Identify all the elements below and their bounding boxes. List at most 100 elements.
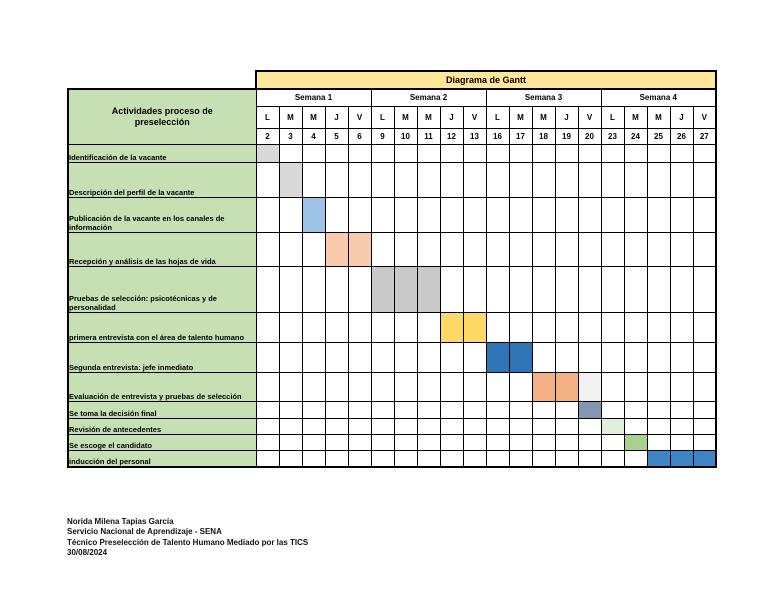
gantt-empty-cell: [416, 371, 441, 402]
day-date-cell: 13: [462, 127, 487, 145]
activity-row: primera entrevista con el área de talent…: [67, 311, 717, 343]
gantt-empty-cell: [393, 341, 418, 373]
gantt-empty-cell: [669, 231, 694, 267]
gantt-empty-cell: [600, 311, 625, 343]
gantt-empty-cell: [485, 371, 510, 402]
day-date-cell: 25: [646, 127, 671, 145]
gantt-empty-cell: [416, 417, 441, 435]
activity-label: Revisión de antecedentes: [67, 417, 257, 435]
gantt-empty-cell: [393, 231, 418, 267]
day-date-cell: 4: [301, 127, 326, 145]
gantt-empty-cell: [278, 231, 303, 267]
gantt-bar-cell: [577, 371, 602, 402]
gantt-empty-cell: [278, 311, 303, 343]
day-letter-cell: V: [347, 105, 372, 129]
gantt-empty-cell: [485, 161, 510, 198]
gantt-bar-cell: [439, 311, 464, 343]
gantt-empty-cell: [416, 400, 441, 419]
gantt-empty-cell: [370, 196, 395, 233]
gantt-empty-cell: [439, 265, 464, 313]
gantt-empty-cell: [692, 265, 717, 313]
gantt-empty-cell: [347, 143, 372, 163]
gantt-empty-cell: [531, 143, 556, 163]
gantt-empty-cell: [370, 417, 395, 435]
day-letter-cell: M: [623, 105, 648, 129]
footer-institution: Servicio Nacional de Aprendizaje - SENA: [67, 527, 222, 537]
gantt-empty-cell: [301, 371, 326, 402]
gantt-empty-cell: [554, 341, 579, 373]
day-date-cell: 12: [439, 127, 464, 145]
day-date-cell: 27: [692, 127, 717, 145]
gantt-empty-cell: [600, 196, 625, 233]
gantt-empty-cell: [531, 449, 556, 468]
activity-label: Pruebas de selección: psicotécnicas y de…: [67, 265, 257, 313]
gantt-bar-cell: [692, 449, 717, 468]
gantt-empty-cell: [554, 161, 579, 198]
gantt-empty-cell: [669, 417, 694, 435]
gantt-empty-cell: [347, 196, 372, 233]
activity-row: Se toma la decisión final: [67, 400, 717, 419]
gantt-bar-cell: [416, 265, 441, 313]
gantt-empty-cell: [554, 196, 579, 233]
gantt-empty-cell: [623, 196, 648, 233]
gantt-empty-cell: [623, 231, 648, 267]
activity-row: inducción del personal: [67, 449, 717, 468]
day-letter-cell: L: [370, 105, 395, 129]
gantt-empty-cell: [347, 341, 372, 373]
gantt-title: Diagrama de Gantt: [255, 70, 717, 90]
gantt-empty-cell: [600, 231, 625, 267]
gantt-empty-cell: [623, 143, 648, 163]
gantt-empty-cell: [646, 231, 671, 267]
gantt-empty-cell: [462, 371, 487, 402]
gantt-empty-cell: [370, 400, 395, 419]
day-letter-cell: V: [692, 105, 717, 129]
gantt-empty-cell: [600, 265, 625, 313]
gantt-bar-cell: [577, 400, 602, 419]
gantt-empty-cell: [462, 196, 487, 233]
gantt-empty-cell: [646, 371, 671, 402]
gantt-empty-cell: [324, 311, 349, 343]
gantt-empty-cell: [531, 196, 556, 233]
gantt-bar-cell: [669, 449, 694, 468]
gantt-empty-cell: [485, 231, 510, 267]
gantt-empty-cell: [462, 161, 487, 198]
day-date-cell: 6: [347, 127, 372, 145]
gantt-empty-cell: [255, 371, 280, 402]
gantt-empty-cell: [393, 449, 418, 468]
gantt-sheet: Diagrama de Gantt Actividades proceso de…: [67, 70, 719, 470]
day-date-cell: 9: [370, 127, 395, 145]
gantt-empty-cell: [301, 449, 326, 468]
gantt-empty-cell: [485, 143, 510, 163]
gantt-empty-cell: [508, 143, 533, 163]
gantt-empty-cell: [439, 371, 464, 402]
activity-row: Descripción del perfil de la vacante: [67, 161, 717, 198]
gantt-empty-cell: [600, 341, 625, 373]
gantt-empty-cell: [623, 371, 648, 402]
gantt-empty-cell: [462, 265, 487, 313]
gantt-empty-cell: [439, 433, 464, 451]
gantt-bar-cell: [370, 265, 395, 313]
gantt-empty-cell: [646, 417, 671, 435]
gantt-empty-cell: [278, 341, 303, 373]
gantt-empty-cell: [324, 161, 349, 198]
day-letter-cell: M: [393, 105, 418, 129]
gantt-empty-cell: [508, 433, 533, 451]
gantt-empty-cell: [393, 400, 418, 419]
gantt-empty-cell: [577, 161, 602, 198]
activity-label: Descripción del perfil de la vacante: [67, 161, 257, 198]
gantt-empty-cell: [669, 196, 694, 233]
gantt-empty-cell: [554, 231, 579, 267]
gantt-empty-cell: [554, 417, 579, 435]
gantt-empty-cell: [692, 417, 717, 435]
gantt-bar-cell: [646, 449, 671, 468]
activity-label: Se toma la decisión final: [67, 400, 257, 419]
gantt-empty-cell: [600, 143, 625, 163]
gantt-empty-cell: [669, 143, 694, 163]
gantt-empty-cell: [531, 311, 556, 343]
gantt-empty-cell: [669, 311, 694, 343]
gantt-empty-cell: [393, 371, 418, 402]
gantt-empty-cell: [600, 400, 625, 419]
gantt-empty-cell: [278, 449, 303, 468]
gantt-empty-cell: [577, 231, 602, 267]
gantt-empty-cell: [462, 143, 487, 163]
